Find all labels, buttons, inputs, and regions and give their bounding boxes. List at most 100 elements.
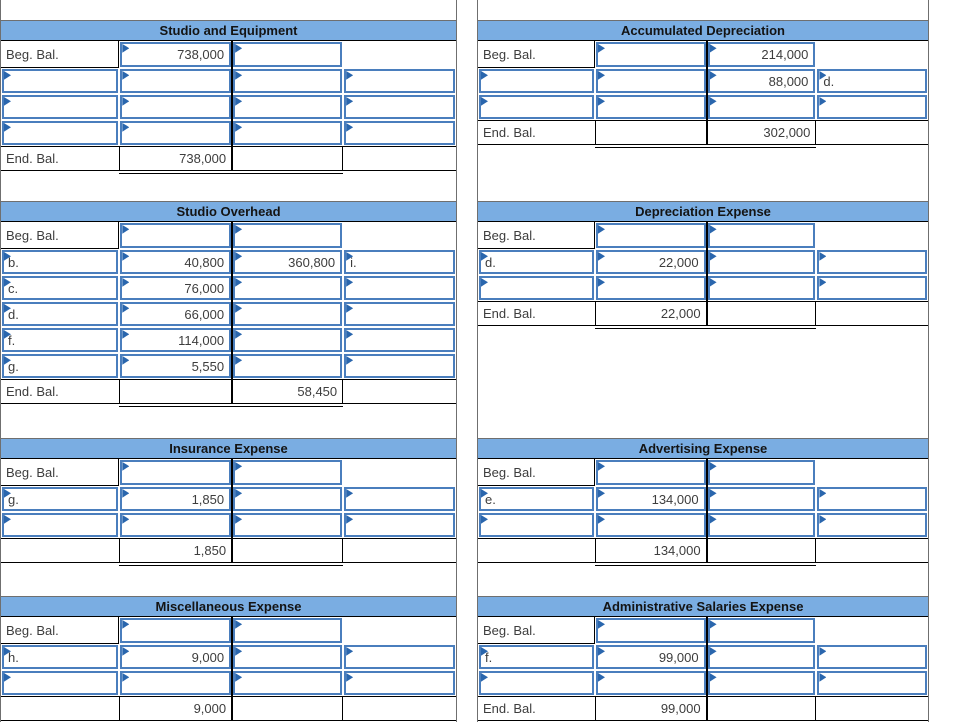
entry-label-left[interactable] — [2, 95, 119, 119]
entry-debit[interactable] — [120, 223, 232, 248]
entry-label-left[interactable] — [2, 513, 119, 537]
entry-label-left[interactable] — [479, 95, 594, 119]
entry-label-right[interactable] — [344, 645, 455, 669]
entry-debit[interactable]: 76,000 — [120, 276, 232, 300]
entry-credit[interactable] — [707, 618, 816, 643]
entry-label-left[interactable] — [2, 671, 119, 695]
entry-credit[interactable] — [233, 276, 343, 300]
entry-label-left[interactable] — [479, 276, 594, 300]
entry-label-right[interactable] — [817, 513, 927, 537]
entry-debit[interactable] — [120, 69, 232, 93]
entry-credit[interactable] — [707, 645, 816, 669]
entry-debit[interactable] — [596, 276, 706, 300]
entry-label-left[interactable]: h. — [2, 645, 119, 669]
entry-debit[interactable] — [120, 95, 232, 119]
entry-credit[interactable] — [707, 95, 816, 119]
empty-cell — [343, 41, 456, 68]
entry-label-right[interactable] — [344, 513, 455, 537]
entry-credit[interactable] — [233, 513, 343, 537]
entry-credit[interactable] — [233, 223, 343, 248]
entry-debit[interactable]: 134,000 — [596, 487, 706, 511]
entry-debit[interactable]: 99,000 — [596, 645, 706, 669]
entry-credit[interactable] — [707, 276, 816, 300]
entry-debit[interactable] — [596, 460, 706, 485]
entry-debit[interactable] — [120, 121, 232, 145]
entry-label-right[interactable] — [344, 354, 455, 378]
entry-label-right[interactable] — [344, 487, 455, 511]
entry-label-right[interactable] — [344, 69, 455, 93]
entry-credit[interactable]: 214,000 — [707, 42, 816, 67]
entry-credit[interactable] — [233, 121, 343, 145]
entry-credit[interactable] — [233, 618, 343, 643]
entry-credit[interactable]: 360,800 — [233, 250, 343, 274]
entry-label-left[interactable]: d. — [2, 302, 119, 326]
entry-credit[interactable] — [233, 671, 343, 695]
entry-label-right[interactable] — [817, 487, 927, 511]
entry-debit[interactable] — [596, 513, 706, 537]
entry-debit[interactable]: 1,850 — [120, 487, 232, 511]
entry-label-left[interactable] — [479, 513, 594, 537]
entry-credit[interactable] — [707, 250, 816, 274]
entry-label-left[interactable]: c. — [2, 276, 119, 300]
entry-credit[interactable] — [233, 42, 343, 67]
entry-label-right[interactable]: d. — [817, 69, 927, 93]
entry-debit[interactable] — [120, 671, 232, 695]
entry-label-left[interactable]: b. — [2, 250, 119, 274]
entry-label-right[interactable] — [817, 250, 927, 274]
entry-credit[interactable]: 88,000 — [707, 69, 816, 93]
entry-credit[interactable] — [233, 460, 343, 485]
entry-label-right[interactable] — [817, 645, 927, 669]
entry-label-right[interactable] — [344, 302, 455, 326]
entry-label-right[interactable] — [344, 328, 455, 352]
entry-credit[interactable] — [707, 460, 816, 485]
entry-label-left[interactable] — [479, 671, 594, 695]
entry-label-left[interactable]: f. — [479, 645, 594, 669]
entry-credit[interactable] — [707, 487, 816, 511]
entry-debit[interactable] — [120, 513, 232, 537]
entry-debit[interactable] — [596, 42, 706, 67]
entry-credit[interactable] — [233, 69, 343, 93]
entry-credit[interactable] — [707, 671, 816, 695]
entry-label-left[interactable] — [2, 69, 119, 93]
entry-debit[interactable]: 66,000 — [120, 302, 232, 326]
entry-debit[interactable] — [596, 69, 706, 93]
entry-debit[interactable] — [596, 95, 706, 119]
entry-debit[interactable]: 114,000 — [120, 328, 232, 352]
entry-credit[interactable] — [707, 223, 816, 248]
entry-credit[interactable] — [707, 513, 816, 537]
entry-credit[interactable] — [233, 487, 343, 511]
entry-credit[interactable] — [233, 95, 343, 119]
entry-label-right[interactable] — [344, 121, 455, 145]
entry-credit[interactable] — [233, 302, 343, 326]
entry-label-left[interactable]: e. — [479, 487, 594, 511]
entry-debit[interactable] — [596, 671, 706, 695]
entry-label-right[interactable] — [344, 671, 455, 695]
entry-credit[interactable] — [233, 354, 343, 378]
entry-debit[interactable] — [120, 460, 232, 485]
entry-debit[interactable]: 22,000 — [596, 250, 706, 274]
entry-label-right[interactable] — [817, 671, 927, 695]
entry-label-right[interactable] — [344, 95, 455, 119]
entry-credit[interactable] — [233, 645, 343, 669]
entry-debit[interactable]: 40,800 — [120, 250, 232, 274]
entry-label-left[interactable] — [2, 121, 119, 145]
entry-credit[interactable] — [233, 328, 343, 352]
end-bal-row: End. Bal. 302,000 — [478, 120, 928, 148]
entry-label-right[interactable] — [817, 95, 927, 119]
entry-label-left[interactable]: d. — [479, 250, 594, 274]
entry-debit[interactable] — [596, 223, 706, 248]
entry-debit[interactable]: 738,000 — [120, 42, 232, 67]
entry-label-right[interactable] — [817, 276, 927, 300]
entry-debit[interactable]: 9,000 — [120, 645, 232, 669]
entry-debit[interactable]: 5,550 — [120, 354, 232, 378]
entry-label-left[interactable]: g. — [2, 354, 119, 378]
entry-label-left[interactable]: g. — [2, 487, 119, 511]
entry-debit[interactable] — [596, 618, 706, 643]
end-debit-total: 738,000 — [119, 147, 233, 174]
entry-label-right[interactable] — [344, 276, 455, 300]
entry-label-left[interactable] — [479, 69, 594, 93]
entry-label-right[interactable]: i. — [344, 250, 455, 274]
entry-flag-icon — [481, 252, 488, 261]
entry-debit[interactable] — [120, 618, 232, 643]
entry-label-left[interactable]: f. — [2, 328, 119, 352]
